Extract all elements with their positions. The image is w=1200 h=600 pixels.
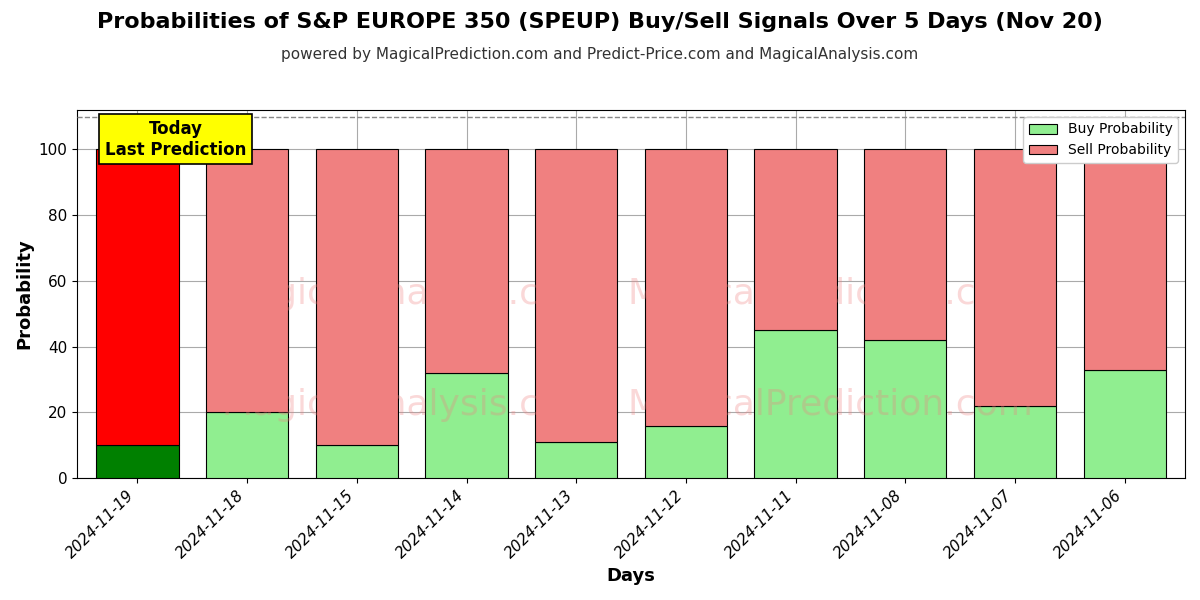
Bar <box>206 412 288 478</box>
Bar <box>644 425 727 478</box>
Bar <box>974 149 1056 406</box>
Bar <box>206 149 288 412</box>
Text: MagicalPrediction.com: MagicalPrediction.com <box>628 388 1033 422</box>
Text: powered by MagicalPrediction.com and Predict-Price.com and MagicalAnalysis.com: powered by MagicalPrediction.com and Pre… <box>281 46 919 61</box>
Text: MagicalPrediction.com: MagicalPrediction.com <box>628 277 1033 311</box>
Y-axis label: Probability: Probability <box>14 239 32 349</box>
Text: Probabilities of S&P EUROPE 350 (SPEUP) Buy/Sell Signals Over 5 Days (Nov 20): Probabilities of S&P EUROPE 350 (SPEUP) … <box>97 12 1103 32</box>
Bar <box>864 340 947 478</box>
X-axis label: Days: Days <box>607 567 655 585</box>
Text: MagicalAnalysis.com: MagicalAnalysis.com <box>222 388 598 422</box>
Bar <box>1084 149 1166 370</box>
Bar <box>864 149 947 340</box>
Bar <box>535 442 617 478</box>
Text: MagicalAnalysis.com: MagicalAnalysis.com <box>222 277 598 311</box>
Text: Today
Last Prediction: Today Last Prediction <box>106 120 246 158</box>
Bar <box>974 406 1056 478</box>
Bar <box>755 330 836 478</box>
Bar <box>96 445 179 478</box>
Bar <box>316 149 398 445</box>
Bar <box>644 149 727 425</box>
Legend: Buy Probability, Sell Probability: Buy Probability, Sell Probability <box>1024 117 1178 163</box>
Bar <box>535 149 617 442</box>
Bar <box>426 149 508 373</box>
Bar <box>1084 370 1166 478</box>
Bar <box>426 373 508 478</box>
Bar <box>96 149 179 445</box>
Bar <box>755 149 836 330</box>
Bar <box>316 445 398 478</box>
